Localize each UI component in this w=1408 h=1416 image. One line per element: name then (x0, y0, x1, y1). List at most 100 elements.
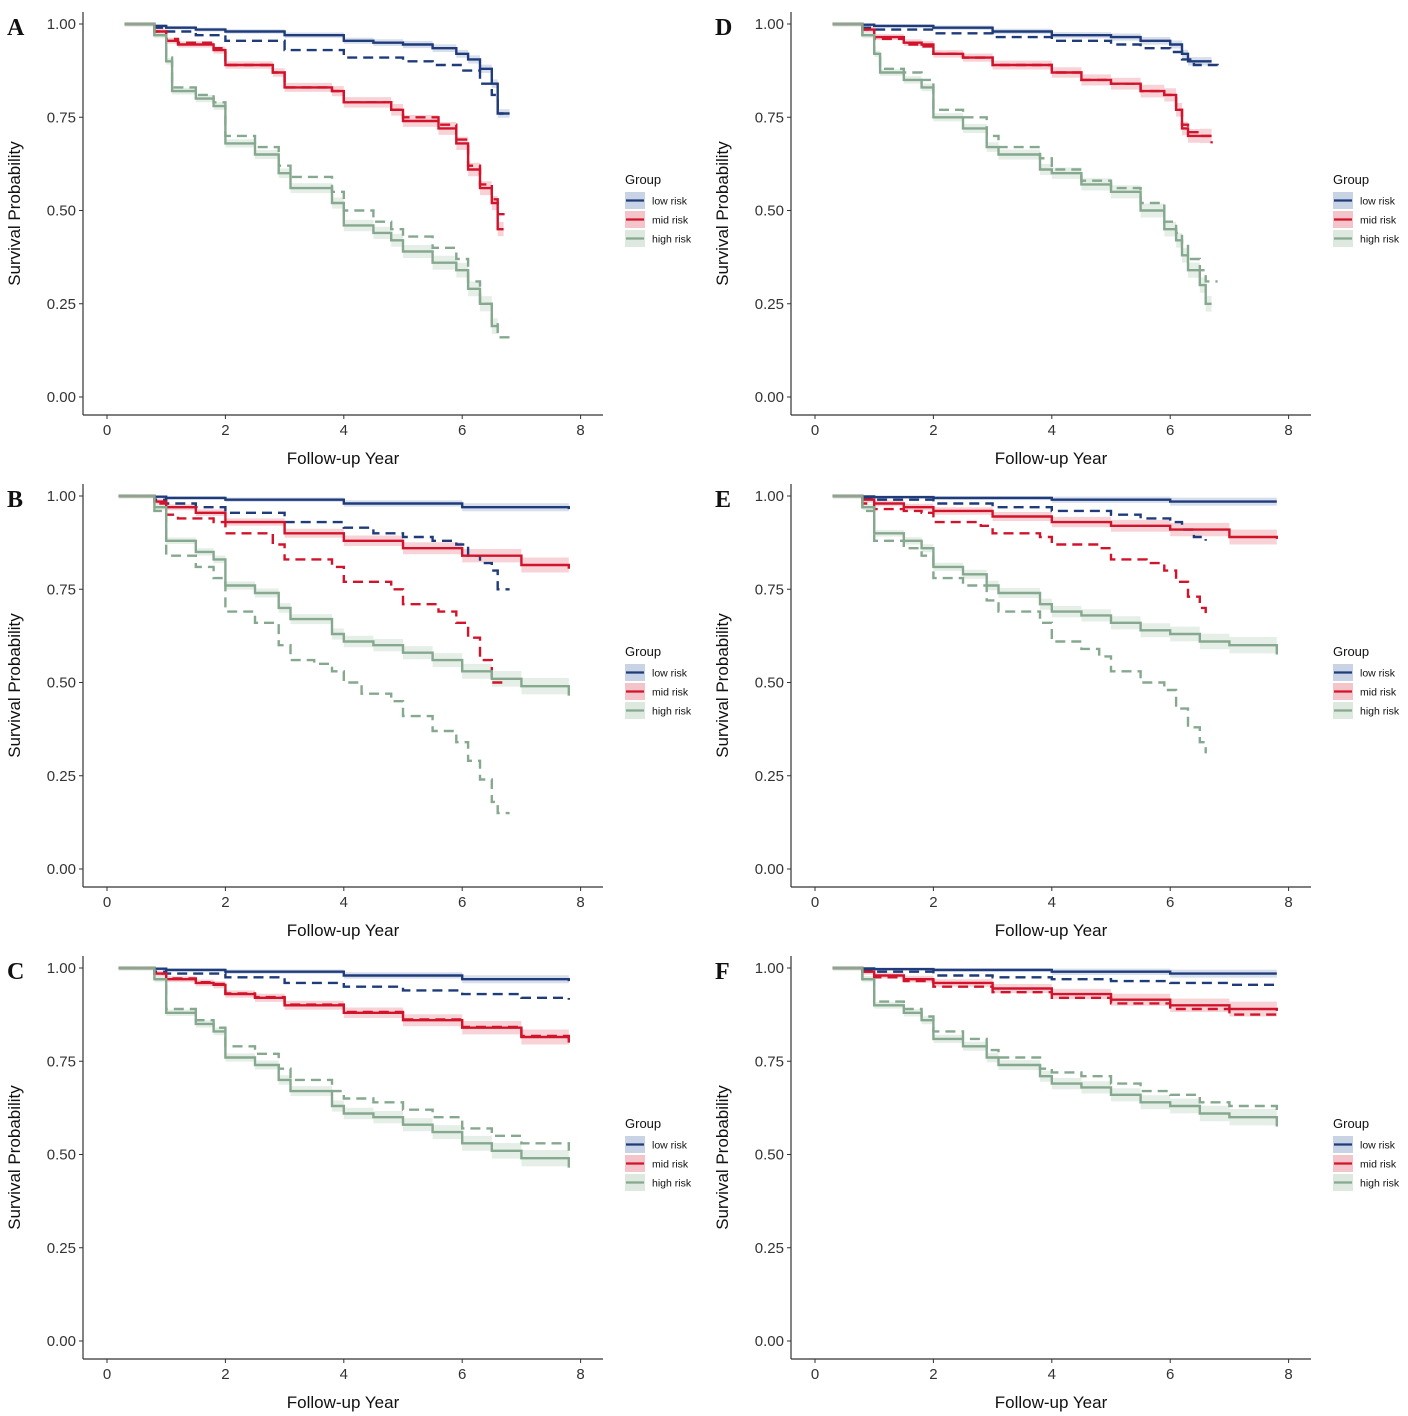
y-tick-label: 0.00 (755, 389, 784, 406)
km-panel-a: A 0.00 0.25 0.50 0.75 1.00 0 2 4 6 8 Follow-up Year… (0, 0, 700, 472)
legend-label-mid-risk: mid risk (1360, 215, 1397, 227)
confidence-bands (124, 24, 510, 334)
y-tick-label: 0.75 (755, 109, 784, 126)
x-tick-label: 4 (340, 894, 348, 911)
x-axis-title: Follow-up Year (995, 921, 1108, 940)
km-curve-mid-risk-dashed (124, 22, 510, 216)
confidence-band-high-risk (118, 496, 569, 705)
confidence-band-mid-risk (124, 24, 504, 237)
y-tick-label: 0.50 (47, 675, 76, 692)
x-axis-title: Follow-up Year (287, 1393, 400, 1412)
confidence-band-high-risk (124, 24, 498, 334)
x-tick-label: 6 (458, 894, 466, 911)
y-tick-label: 0.75 (755, 1053, 784, 1070)
legend: Group low risk mid risk high risk (625, 644, 692, 719)
panel-letter: A (7, 15, 25, 41)
x-axis-title: Follow-up Year (995, 1393, 1108, 1412)
km-panel-d: D 0.00 0.25 0.50 0.75 1.00 0 2 4 6 8 Follow-up Year… (708, 0, 1408, 472)
panel-letter: E (715, 487, 731, 513)
km-chart-svg: C 0.00 0.25 0.50 0.75 1.00 0 2 4 6 8 Follow-up Year… (5, 956, 692, 1412)
y-axis-title: Survival Probability (713, 613, 732, 758)
x-tick-label: 4 (1048, 1366, 1056, 1383)
x-axis-title: Follow-up Year (995, 449, 1108, 468)
legend-label-high-risk: high risk (1360, 234, 1400, 246)
legend-label-high-risk: high risk (652, 1178, 692, 1190)
legend-label-high-risk: high risk (652, 234, 692, 246)
legend-title: Group (1333, 1116, 1369, 1131)
series-lines (832, 966, 1278, 1127)
x-tick-label: 8 (576, 422, 584, 439)
y-axis-title: Survival Probability (713, 141, 732, 286)
legend-title: Group (625, 644, 661, 659)
y-tick-label: 1.00 (755, 16, 784, 33)
y-tick-label: 0.25 (47, 768, 76, 785)
km-curve-high-risk-solid (118, 494, 570, 696)
y-tick-label: 0.25 (755, 296, 784, 313)
km-curve-low-risk-solid (124, 22, 510, 115)
x-tick-label: 6 (1166, 894, 1174, 911)
y-tick-label: 0.00 (47, 1333, 76, 1350)
legend: Group low risk mid risk high risk (625, 1116, 692, 1191)
x-tick-label: 8 (576, 1366, 584, 1383)
legend-label-high-risk: high risk (1360, 706, 1400, 718)
x-tick-label: 2 (221, 894, 229, 911)
series-lines (124, 22, 510, 339)
confidence-band-high-risk (832, 496, 1277, 664)
y-tick-label: 0.75 (47, 109, 76, 126)
km-chart-svg: E 0.00 0.25 0.50 0.75 1.00 0 2 4 6 8 Follow-up Year… (713, 484, 1400, 940)
km-curve-high-risk-solid (832, 494, 1278, 655)
legend-title: Group (1333, 172, 1369, 187)
panel-letter: B (7, 487, 23, 513)
y-axis-title: Survival Probability (713, 1085, 732, 1230)
km-curve-low-risk-dashed (832, 966, 1277, 986)
x-tick-label: 0 (811, 1366, 819, 1383)
km-curve-mid-risk-dashed (118, 494, 505, 687)
x-tick-label: 2 (221, 422, 229, 439)
km-curve-high-risk-solid (118, 966, 570, 1168)
confidence-band-high-risk (832, 968, 1277, 1136)
legend: Group low risk mid risk high risk (625, 172, 692, 247)
confidence-bands (118, 968, 569, 1177)
km-curve-high-risk-solid (832, 22, 1212, 305)
legend-label-low-risk: low risk (652, 196, 688, 208)
confidence-band-high-risk (118, 968, 569, 1177)
x-tick-label: 8 (576, 894, 584, 911)
y-tick-label: 0.50 (47, 1147, 76, 1164)
panel-letter: F (715, 959, 730, 985)
x-tick-label: 8 (1284, 422, 1292, 439)
km-panel-b: B 0.00 0.25 0.50 0.75 1.00 0 2 4 6 8 Follow-up Year… (0, 472, 700, 944)
x-tick-label: 2 (221, 1366, 229, 1383)
km-chart-svg: F 0.00 0.25 0.50 0.75 1.00 0 2 4 6 8 Follow-up Year… (713, 956, 1400, 1412)
series-lines (118, 966, 570, 1168)
confidence-bands (832, 24, 1212, 312)
series-lines (832, 494, 1278, 754)
km-panel-e: E 0.00 0.25 0.50 0.75 1.00 0 2 4 6 8 Follow-up Year… (708, 472, 1408, 944)
x-tick-label: 0 (811, 422, 819, 439)
x-tick-label: 4 (1048, 422, 1056, 439)
legend-label-mid-risk: mid risk (652, 1159, 689, 1171)
km-curve-low-risk-solid (832, 22, 1212, 63)
legend-title: Group (625, 172, 661, 187)
legend-label-low-risk: low risk (1360, 1140, 1396, 1152)
km-curve-high-risk-solid (124, 22, 498, 328)
y-axis-title: Survival Probability (5, 1085, 24, 1230)
x-tick-label: 0 (103, 1366, 111, 1383)
y-axis-title: Survival Probability (5, 613, 24, 758)
x-tick-label: 6 (1166, 422, 1174, 439)
legend-label-low-risk: low risk (652, 1140, 688, 1152)
km-curve-high-risk-dashed (124, 22, 510, 339)
x-tick-label: 0 (103, 894, 111, 911)
y-tick-label: 0.50 (755, 675, 784, 692)
legend-label-low-risk: low risk (1360, 196, 1396, 208)
km-curve-low-risk-dashed (832, 22, 1219, 69)
x-tick-label: 4 (1048, 894, 1056, 911)
legend-label-high-risk: high risk (652, 706, 692, 718)
legend-label-mid-risk: mid risk (1360, 1159, 1397, 1171)
y-tick-label: 1.00 (755, 960, 784, 977)
km-curve-mid-risk-dashed (832, 494, 1207, 620)
y-tick-label: 0.25 (755, 768, 784, 785)
legend-label-low-risk: low risk (652, 668, 688, 680)
y-tick-label: 1.00 (47, 16, 76, 33)
y-tick-label: 1.00 (47, 960, 76, 977)
y-tick-label: 0.25 (755, 1240, 784, 1257)
